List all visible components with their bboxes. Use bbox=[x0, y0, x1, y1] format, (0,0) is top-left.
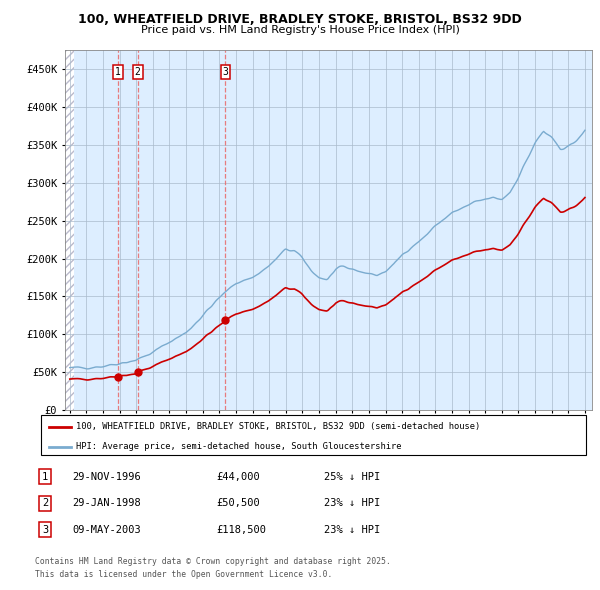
Text: 23% ↓ HPI: 23% ↓ HPI bbox=[324, 525, 380, 535]
Text: 100, WHEATFIELD DRIVE, BRADLEY STOKE, BRISTOL, BS32 9DD (semi-detached house): 100, WHEATFIELD DRIVE, BRADLEY STOKE, BR… bbox=[76, 422, 481, 431]
Text: 3: 3 bbox=[223, 67, 229, 77]
Text: HPI: Average price, semi-detached house, South Gloucestershire: HPI: Average price, semi-detached house,… bbox=[76, 442, 402, 451]
FancyBboxPatch shape bbox=[41, 415, 586, 455]
Text: 29-NOV-1996: 29-NOV-1996 bbox=[72, 472, 141, 481]
Text: 1: 1 bbox=[115, 67, 121, 77]
Text: 1: 1 bbox=[42, 472, 48, 481]
Text: £44,000: £44,000 bbox=[216, 472, 260, 481]
Text: 29-JAN-1998: 29-JAN-1998 bbox=[72, 499, 141, 508]
Text: Price paid vs. HM Land Registry's House Price Index (HPI): Price paid vs. HM Land Registry's House … bbox=[140, 25, 460, 35]
Text: £118,500: £118,500 bbox=[216, 525, 266, 535]
Text: 25% ↓ HPI: 25% ↓ HPI bbox=[324, 472, 380, 481]
Text: 100, WHEATFIELD DRIVE, BRADLEY STOKE, BRISTOL, BS32 9DD: 100, WHEATFIELD DRIVE, BRADLEY STOKE, BR… bbox=[78, 13, 522, 26]
Text: 23% ↓ HPI: 23% ↓ HPI bbox=[324, 499, 380, 508]
Text: 3: 3 bbox=[42, 525, 48, 535]
Text: 2: 2 bbox=[42, 499, 48, 508]
Text: This data is licensed under the Open Government Licence v3.0.: This data is licensed under the Open Gov… bbox=[35, 571, 332, 579]
Text: Contains HM Land Registry data © Crown copyright and database right 2025.: Contains HM Land Registry data © Crown c… bbox=[35, 558, 391, 566]
Text: £50,500: £50,500 bbox=[216, 499, 260, 508]
Text: 09-MAY-2003: 09-MAY-2003 bbox=[72, 525, 141, 535]
Text: 2: 2 bbox=[135, 67, 140, 77]
